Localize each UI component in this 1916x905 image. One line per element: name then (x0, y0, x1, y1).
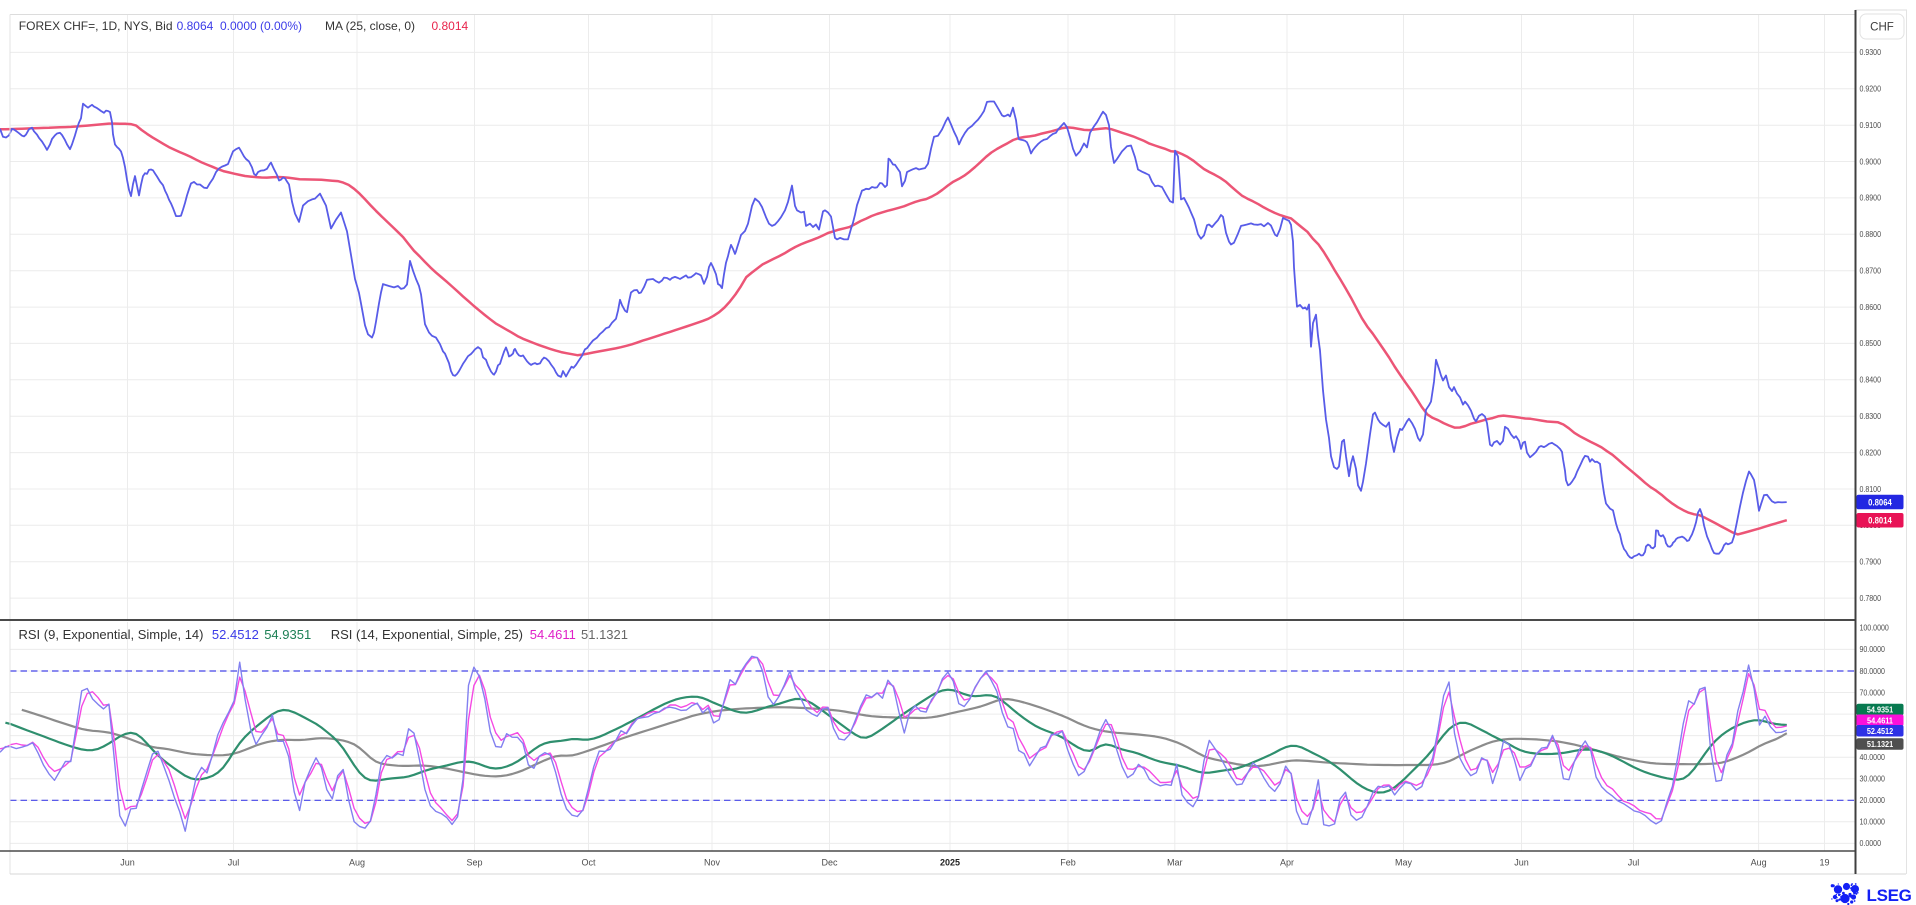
svg-text:Jun: Jun (120, 858, 135, 868)
svg-text:90.0000: 90.0000 (1860, 645, 1885, 655)
svg-text:Apr: Apr (1280, 858, 1294, 868)
svg-text:Jun: Jun (1514, 858, 1529, 868)
svg-text:CHF: CHF (1870, 22, 1894, 34)
svg-text:Jul: Jul (1628, 858, 1640, 868)
svg-text:0.9100: 0.9100 (1860, 121, 1881, 131)
svg-text:70.0000: 70.0000 (1860, 688, 1885, 698)
svg-text:54.9351: 54.9351 (264, 627, 311, 642)
svg-text:0.8014: 0.8014 (1868, 515, 1892, 526)
svg-text:0.7800: 0.7800 (1860, 593, 1881, 603)
svg-text:0.9200: 0.9200 (1860, 84, 1881, 94)
svg-text:MA (25, close, 0): MA (25, close, 0) (325, 19, 415, 33)
svg-text:0.8800: 0.8800 (1860, 230, 1881, 240)
svg-text:0.8064: 0.8064 (1868, 497, 1892, 508)
svg-text:Jul: Jul (228, 858, 240, 868)
svg-text:May: May (1395, 858, 1413, 868)
svg-text:0.9000: 0.9000 (1860, 157, 1881, 167)
svg-text:Dec: Dec (821, 858, 838, 868)
svg-text:54.4611: 54.4611 (1867, 716, 1894, 726)
svg-text:Aug: Aug (349, 858, 365, 868)
svg-text:Aug: Aug (1751, 858, 1767, 868)
svg-text:54.4611: 54.4611 (530, 627, 576, 642)
svg-text:100.0000: 100.0000 (1860, 623, 1889, 633)
svg-text:0.8064 0.0000 (0.00%): 0.8064 0.0000 (0.00%) (177, 19, 302, 33)
svg-text:RSI (14, Exponential, Simple,: RSI (14, Exponential, Simple, 25) (331, 627, 523, 642)
svg-text:10.0000: 10.0000 (1860, 817, 1885, 827)
svg-text:FOREX CHF=, 1D, NYS, Bid: FOREX CHF=, 1D, NYS, Bid (19, 19, 173, 33)
svg-text:51.1321: 51.1321 (1867, 740, 1894, 750)
svg-text:2025: 2025 (940, 858, 960, 868)
svg-text:LSEG: LSEG (1867, 886, 1912, 905)
svg-text:0.0000: 0.0000 (1860, 839, 1881, 849)
svg-text:Sep: Sep (466, 858, 482, 868)
svg-text:Feb: Feb (1060, 858, 1076, 868)
svg-text:0.8700: 0.8700 (1860, 266, 1881, 276)
svg-text:0.8100: 0.8100 (1860, 484, 1881, 494)
svg-text:0.8200: 0.8200 (1860, 448, 1881, 458)
svg-text:0.8014: 0.8014 (432, 19, 469, 33)
svg-text:0.8300: 0.8300 (1860, 412, 1881, 422)
svg-text:0.7900: 0.7900 (1860, 557, 1881, 567)
svg-text:30.0000: 30.0000 (1860, 774, 1885, 784)
svg-text:Mar: Mar (1167, 858, 1183, 868)
svg-text:40.0000: 40.0000 (1860, 753, 1885, 763)
svg-text:0.9300: 0.9300 (1860, 48, 1881, 58)
svg-text:0.8500: 0.8500 (1860, 339, 1881, 349)
svg-text:0.8600: 0.8600 (1860, 302, 1881, 312)
svg-text:0.8400: 0.8400 (1860, 375, 1881, 385)
svg-text:52.4512: 52.4512 (1867, 726, 1894, 736)
svg-text:20.0000: 20.0000 (1860, 796, 1885, 806)
svg-text:54.9351: 54.9351 (1867, 705, 1894, 715)
svg-text:Oct: Oct (581, 858, 596, 868)
svg-text:19: 19 (1819, 858, 1829, 868)
svg-text:80.0000: 80.0000 (1860, 666, 1885, 676)
svg-text:51.1321: 51.1321 (581, 627, 628, 642)
svg-text:RSI (9, Exponential, Simple, 1: RSI (9, Exponential, Simple, 14) (19, 627, 204, 642)
svg-text:Nov: Nov (704, 858, 721, 868)
svg-text:52.4512: 52.4512 (212, 627, 259, 642)
svg-text:0.8900: 0.8900 (1860, 193, 1881, 203)
